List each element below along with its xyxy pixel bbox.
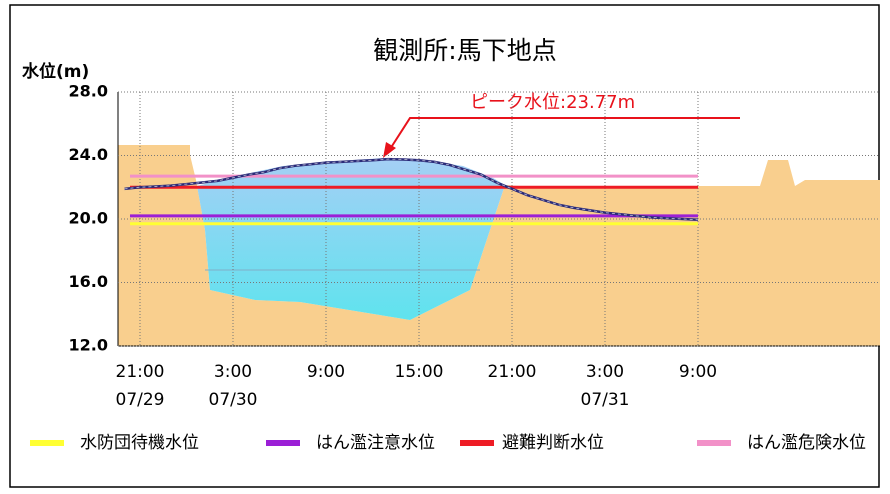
- annotation-arrowhead: [383, 142, 396, 158]
- x-date-label: 07/29: [116, 390, 165, 410]
- x-tick-label: 9:00: [679, 362, 717, 382]
- water-level-highlight: [124, 158, 699, 221]
- y-tick-label: 28.0: [69, 82, 108, 101]
- legend-label: 避難判断水位: [502, 433, 604, 453]
- x-tick-label: 15:00: [395, 362, 444, 382]
- x-date-label: 07/31: [581, 390, 630, 410]
- y-tick-label: 16.0: [69, 272, 108, 291]
- y-tick-label: 20.0: [69, 209, 108, 228]
- legend-swatch: [697, 440, 731, 446]
- legend-swatch: [460, 440, 494, 446]
- annotation-leader: [391, 117, 740, 147]
- legend-label: 水防団待機水位: [80, 433, 199, 453]
- y-tick-label: 24.0: [69, 145, 108, 164]
- legend-swatch: [30, 440, 64, 446]
- x-tick-label: 3:00: [586, 362, 624, 382]
- x-tick-label: 21:00: [488, 362, 537, 382]
- river-bank: [118, 145, 880, 346]
- x-tick-label: 9:00: [307, 362, 345, 382]
- legend-swatch: [266, 440, 300, 446]
- chart-title: 観測所:馬下地点: [373, 36, 556, 65]
- legend-label: はん濫危険水位: [747, 433, 866, 453]
- y-axis-label: 水位(m): [22, 61, 89, 82]
- x-tick-label: 3:00: [214, 362, 252, 382]
- x-tick-label: 21:00: [116, 362, 165, 382]
- x-date-label: 07/30: [209, 390, 258, 410]
- y-tick-label: 12.0: [69, 336, 108, 355]
- annotation: ピーク水位:23.77m: [470, 92, 635, 113]
- legend-label: はん濫注意水位: [316, 433, 435, 453]
- river-water: [197, 158, 505, 320]
